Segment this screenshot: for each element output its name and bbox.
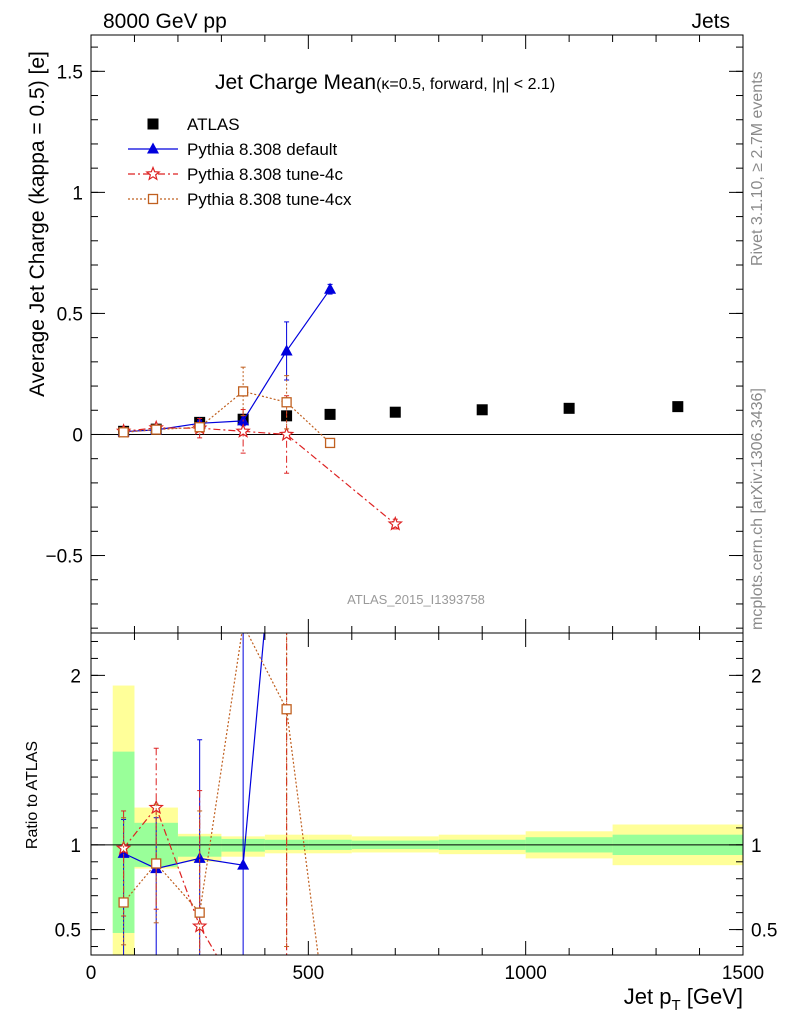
data-point bbox=[151, 424, 162, 435]
ratio-series-line bbox=[123, 633, 288, 955]
ratio-series-pythia-8-308-tune-4cx bbox=[118, 633, 319, 955]
data-point bbox=[118, 427, 129, 438]
legend-entry: Pythia 8.308 tune-4c bbox=[128, 165, 343, 184]
ratio-series-pythia-8-308-default bbox=[117, 633, 265, 955]
legend-entry: ATLAS bbox=[147, 115, 240, 134]
legend-label: Pythia 8.308 tune-4cx bbox=[187, 190, 352, 209]
legend-marker bbox=[147, 142, 159, 154]
ratio-series-line bbox=[123, 633, 319, 955]
data-point bbox=[280, 344, 293, 356]
data-point bbox=[389, 406, 401, 418]
x-tick-label: 500 bbox=[292, 963, 324, 984]
ratio-data-point bbox=[237, 858, 250, 870]
rivet-version-label: Rivet 3.1.10, ≥ 2.7M events bbox=[749, 71, 766, 266]
ratio-data-point bbox=[281, 704, 292, 715]
analysis-watermark: ATLAS_2015_I1393758 bbox=[347, 592, 485, 607]
legend-entry: Pythia 8.308 default bbox=[128, 140, 338, 159]
y-tick-label: 0.5 bbox=[57, 304, 83, 325]
ratio-y-tick-label-right: 0.5 bbox=[751, 921, 777, 942]
legend: ATLAS Pythia 8.308 default Pythia 8.308 tu… bbox=[128, 115, 352, 209]
main-title: Jet Charge Mean(κ=0.5, forward, |η| < 2.… bbox=[215, 71, 555, 94]
data-point bbox=[387, 515, 404, 531]
series-pythia-8-308-tune-4c bbox=[115, 395, 404, 531]
ratio-y-axis-label: Ratio to ATLAS bbox=[24, 741, 41, 849]
ratio-plot-frame bbox=[90, 632, 744, 956]
data-point bbox=[324, 437, 336, 449]
legend-marker bbox=[145, 165, 161, 181]
data-point bbox=[281, 397, 292, 408]
legend-entry: Pythia 8.308 tune-4cx bbox=[128, 190, 352, 209]
ratio-y-tick-label-left: 1 bbox=[70, 836, 81, 857]
legend-marker bbox=[147, 118, 159, 130]
data-point bbox=[278, 426, 295, 442]
data-point bbox=[324, 282, 337, 294]
data-point bbox=[194, 422, 205, 433]
x-tick-label: 0 bbox=[86, 963, 97, 984]
data-point bbox=[476, 404, 488, 416]
series-pythia-8-308-default bbox=[117, 282, 337, 437]
ratio-y-tick-label-left: 2 bbox=[70, 666, 81, 687]
y-tick-label: 1.5 bbox=[57, 62, 83, 83]
data-point bbox=[235, 423, 251, 438]
legend-label: Pythia 8.308 default bbox=[187, 140, 338, 159]
ratio-y-tick-label-left: 0.5 bbox=[55, 921, 81, 942]
ratio-data-point bbox=[191, 918, 208, 933]
data-point bbox=[563, 402, 575, 414]
ratio-data-point bbox=[151, 858, 162, 869]
data-point bbox=[672, 401, 684, 413]
series-line bbox=[123, 390, 331, 444]
ratio-data-point bbox=[118, 897, 129, 908]
x-axis-label: Jet pT [GeV] bbox=[624, 984, 743, 1014]
header-jets-label: Jets bbox=[691, 10, 730, 33]
series-line bbox=[123, 427, 396, 525]
ratio-data-point bbox=[194, 907, 205, 918]
legend-marker bbox=[147, 193, 159, 205]
ratio-data-point bbox=[148, 799, 164, 815]
main-y-axis-label: Average Jet Charge (kappa = 0.5) [e] bbox=[26, 51, 49, 397]
x-tick-label: 1500 bbox=[722, 963, 764, 984]
data-point bbox=[237, 386, 249, 397]
header-energy-label: 8000 GeV pp bbox=[103, 10, 227, 33]
y-tick-label: −0.5 bbox=[45, 547, 83, 568]
legend-label: ATLAS bbox=[187, 115, 240, 134]
ratio-y-tick-label-right: 1 bbox=[751, 836, 762, 857]
mcplots-label: mcplots.cern.ch [arXiv:1306.3436] bbox=[749, 388, 766, 630]
series-line bbox=[123, 288, 331, 433]
y-tick-label: 1 bbox=[72, 183, 83, 204]
legend-label: Pythia 8.308 tune-4c bbox=[187, 165, 343, 184]
series-pythia-8-308-tune-4cx bbox=[118, 366, 336, 449]
data-point bbox=[324, 408, 336, 420]
ratio-y-tick-label-right: 2 bbox=[751, 666, 762, 687]
x-tick-label: 1000 bbox=[505, 963, 547, 984]
y-tick-label: 0 bbox=[72, 425, 83, 446]
